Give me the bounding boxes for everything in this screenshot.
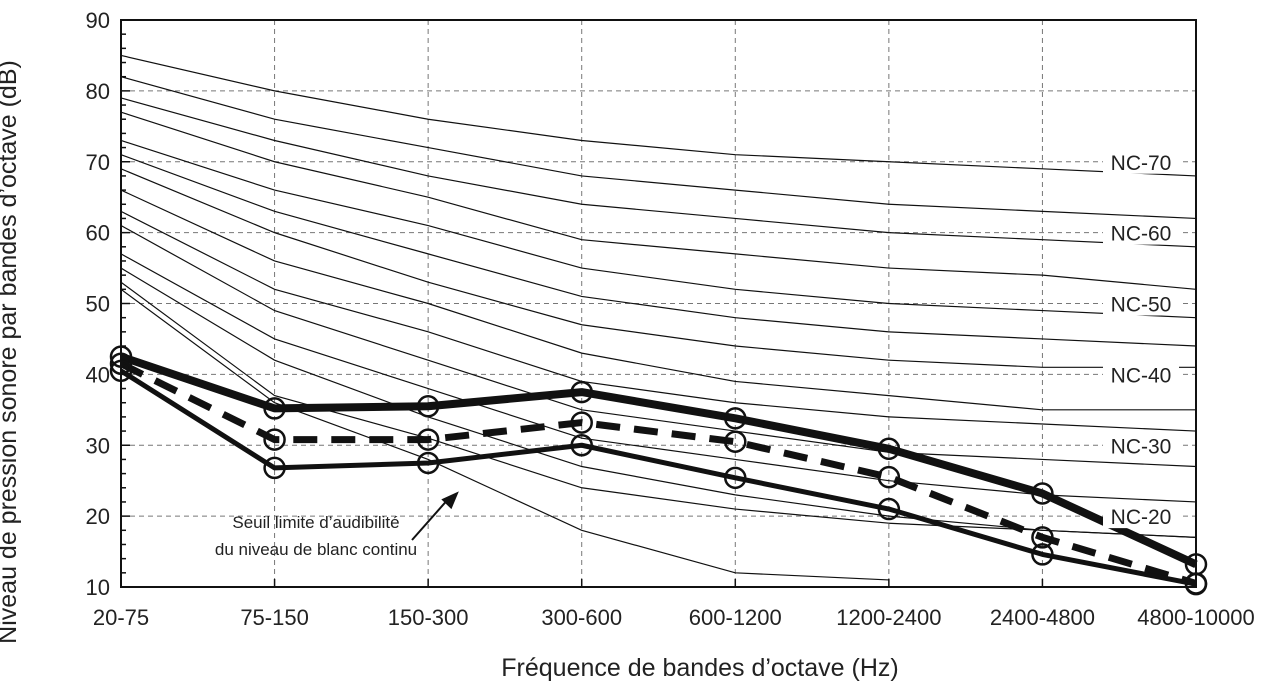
x-tick-label-4: 600-1200 <box>689 605 782 630</box>
nc-curve-2 <box>120 97 1197 248</box>
y-tick-label-20: 20 <box>86 504 110 529</box>
marker-thick-2 <box>416 395 440 418</box>
nc-curve-4 <box>120 139 1197 319</box>
marker-dashed-3 <box>570 411 593 434</box>
nc-curve-5 <box>120 154 1197 347</box>
marker-dashed-2 <box>416 428 440 451</box>
marker-thick-5 <box>877 437 901 461</box>
nc-curve-9 <box>120 225 1197 468</box>
marker-dashed-6 <box>1031 526 1054 549</box>
marker-dashed-4 <box>724 430 747 453</box>
marker-thick-6 <box>1031 482 1054 505</box>
marker-thick-4 <box>724 407 747 430</box>
marker-medium-1 <box>263 456 286 480</box>
nc-curve-13 <box>120 288 889 581</box>
nc-label-bg-30 <box>1103 431 1179 458</box>
threshold-annotation: Seuil limite d’audibilité du niveau de b… <box>215 491 459 559</box>
nc-label-bg-50 <box>1103 289 1179 316</box>
y-tick-label-90: 90 <box>86 8 110 33</box>
annotation-line-1: Seuil limite d’audibilité <box>232 513 399 532</box>
nc-label-50: NC-50 <box>1111 294 1172 317</box>
nc-curve-3 <box>120 111 1197 290</box>
marker-dashed-5 <box>877 465 901 489</box>
nc-label-20: NC-20 <box>1111 506 1172 529</box>
x-tick-label-3: 300-600 <box>541 605 622 630</box>
axis-tick-labels: 10 20 30 40 50 60 70 80 90 20-75 75-150 150-300 300-… <box>86 8 1255 630</box>
marker-thick-3 <box>570 380 593 404</box>
y-tick-label-60: 60 <box>86 221 110 246</box>
y-tick-label-70: 70 <box>86 150 110 175</box>
axis-ticks <box>120 19 1197 588</box>
nc-curve-0 <box>120 54 1197 177</box>
annotation-arrow-head <box>441 491 459 510</box>
annotation-line-2: du niveau de blanc continu <box>215 540 417 559</box>
series-line-dashed <box>119 360 1198 587</box>
y-tick-label-40: 40 <box>86 362 110 387</box>
marker-medium-3 <box>570 434 593 457</box>
x-tick-label-1: 75-150 <box>240 605 309 630</box>
nc-curve-1 <box>120 76 1197 220</box>
nc-label-bg-20 <box>1103 502 1179 529</box>
nc-label-bg-60 <box>1103 218 1179 245</box>
x-tick-label-0: 20-75 <box>93 605 149 630</box>
nc-curve-6 <box>120 168 1196 368</box>
nc-label-40: NC-40 <box>1111 364 1172 387</box>
series-line-thick <box>119 352 1198 568</box>
nc-curve-7 <box>120 189 1196 411</box>
x-tick-label-5: 1200-2400 <box>836 605 941 630</box>
y-tick-label-80: 80 <box>86 79 110 104</box>
nc-curves <box>120 54 1197 581</box>
marker-medium-2 <box>416 451 440 475</box>
measurement-series <box>119 352 1198 587</box>
y-tick-label-50: 50 <box>86 292 110 317</box>
nc-label-bg-70 <box>1103 147 1179 174</box>
marker-medium-4 <box>724 466 747 490</box>
nc-curve-8 <box>120 210 1197 432</box>
nc-label-bg-40 <box>1103 360 1179 387</box>
marker-thick-1 <box>263 397 286 420</box>
nc-label-70: NC-70 <box>1111 152 1172 175</box>
nc-label-30: NC-30 <box>1111 435 1172 458</box>
x-tick-label-6: 2400-4800 <box>990 605 1095 630</box>
nc-curve-10 <box>120 253 1197 503</box>
marker-medium-6 <box>1031 543 1054 566</box>
marker-dashed-1 <box>263 428 286 451</box>
y-axis-title: Niveau de pression sonore par bandes d’o… <box>0 60 22 644</box>
series-line-medium <box>119 368 1197 587</box>
marker-medium-5 <box>877 497 901 521</box>
x-tick-label-2: 150-300 <box>388 605 469 630</box>
x-tick-label-7: 4800-10000 <box>1137 605 1254 630</box>
grid-lines <box>121 20 1196 587</box>
data-point-markers <box>109 345 1208 596</box>
nc-curve-labels: NC-70 NC-60 NC-50 NC-40 NC-30 NC-20 <box>1103 147 1179 529</box>
x-axis-title: Fréquence de bandes d’octave (Hz) <box>501 654 898 682</box>
nc-label-60: NC-60 <box>1111 223 1172 246</box>
annotation-arrow-line <box>411 497 450 541</box>
y-tick-label-30: 30 <box>86 433 110 458</box>
y-tick-label-10: 10 <box>86 575 110 600</box>
